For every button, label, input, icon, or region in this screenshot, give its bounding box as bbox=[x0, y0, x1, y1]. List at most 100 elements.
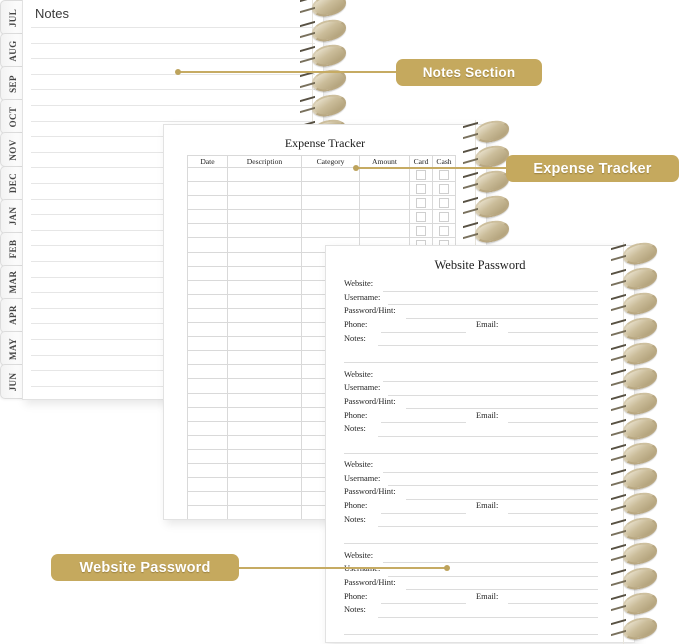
field-write-line[interactable] bbox=[406, 498, 598, 500]
field-write-line[interactable] bbox=[388, 304, 598, 306]
field-write-line-email[interactable] bbox=[508, 422, 598, 424]
password-field-row[interactable]: Phone: Email: bbox=[326, 411, 634, 425]
password-field-row[interactable]: Website: bbox=[326, 370, 634, 384]
cell-card[interactable] bbox=[409, 209, 433, 225]
field-write-line-email[interactable] bbox=[508, 603, 598, 605]
field-write-line[interactable] bbox=[406, 589, 598, 591]
cell-card[interactable] bbox=[409, 195, 433, 211]
cell-description[interactable] bbox=[227, 279, 302, 295]
table-row[interactable] bbox=[187, 209, 456, 225]
monthly-index-tabs[interactable]: JUL AUG SEP OCT NOV DEC JAN FEB MAR APR MAY JUN bbox=[0, 0, 25, 400]
password-field-row[interactable]: Website: bbox=[326, 279, 634, 293]
cell-category[interactable] bbox=[301, 166, 360, 183]
cell-description[interactable] bbox=[227, 462, 302, 479]
cell-date[interactable] bbox=[187, 251, 228, 267]
cell-description[interactable] bbox=[227, 477, 302, 493]
cell-date[interactable] bbox=[187, 505, 228, 519]
field-write-line[interactable] bbox=[383, 471, 598, 473]
cell-description[interactable] bbox=[227, 195, 302, 211]
cell-date[interactable] bbox=[187, 462, 228, 479]
checkbox-card[interactable] bbox=[416, 225, 426, 236]
checkbox-cash[interactable] bbox=[439, 197, 449, 208]
cell-description[interactable] bbox=[227, 237, 302, 253]
website-password-page[interactable]: Website Password Website: Username: Passwo… bbox=[325, 245, 635, 643]
cell-description[interactable] bbox=[227, 505, 302, 519]
password-entry-block[interactable]: Website: Username: Password/Hint: Phone: Ema… bbox=[326, 460, 634, 551]
cell-category[interactable] bbox=[301, 181, 360, 197]
checkbox-card[interactable] bbox=[416, 211, 426, 222]
field-write-line[interactable] bbox=[406, 408, 598, 410]
field-write-line-phone[interactable] bbox=[381, 603, 466, 605]
cell-description[interactable] bbox=[227, 209, 302, 225]
field-write-line[interactable] bbox=[388, 485, 598, 487]
cell-description[interactable] bbox=[227, 223, 302, 239]
checkbox-cash[interactable] bbox=[439, 211, 449, 222]
checkbox-cash[interactable] bbox=[439, 169, 449, 180]
password-field-row[interactable]: Notes: bbox=[326, 605, 634, 619]
field-write-line-email[interactable] bbox=[508, 331, 598, 333]
cell-cash[interactable] bbox=[432, 195, 456, 211]
checkbox-card[interactable] bbox=[416, 183, 426, 194]
cell-description[interactable] bbox=[227, 181, 302, 197]
cell-description[interactable] bbox=[227, 434, 302, 450]
cell-description[interactable] bbox=[227, 378, 302, 394]
cell-amount[interactable] bbox=[359, 166, 410, 183]
cell-date[interactable] bbox=[187, 406, 228, 422]
password-field-row[interactable]: Username: bbox=[326, 383, 634, 397]
month-tab-feb[interactable]: FEB bbox=[0, 231, 25, 267]
cell-description[interactable] bbox=[227, 350, 302, 366]
field-write-line[interactable] bbox=[383, 562, 598, 564]
password-entry-block[interactable]: Website: Username: Password/Hint: Phone: Ema… bbox=[326, 370, 634, 461]
cell-date[interactable] bbox=[187, 491, 228, 507]
cell-card[interactable] bbox=[409, 166, 433, 183]
cell-date[interactable] bbox=[187, 364, 228, 380]
table-row[interactable] bbox=[187, 166, 456, 183]
cell-description[interactable] bbox=[227, 491, 302, 507]
table-row[interactable] bbox=[187, 223, 456, 239]
password-field-row[interactable]: Notes: bbox=[326, 515, 634, 529]
password-field-row[interactable]: Notes: bbox=[326, 334, 634, 348]
notes-overflow-line[interactable] bbox=[344, 543, 598, 544]
cell-date[interactable] bbox=[187, 336, 228, 352]
password-field-row[interactable]: Password/Hint: bbox=[326, 578, 634, 592]
month-tab-aug[interactable]: AUG bbox=[0, 33, 25, 69]
checkbox-cash[interactable] bbox=[439, 183, 449, 194]
cell-date[interactable] bbox=[187, 307, 228, 324]
cell-category[interactable] bbox=[301, 223, 360, 239]
cell-date[interactable] bbox=[187, 448, 228, 464]
cell-cash[interactable] bbox=[432, 166, 456, 183]
cell-description[interactable] bbox=[227, 392, 302, 408]
password-field-row[interactable]: Phone: Email: bbox=[326, 501, 634, 515]
table-row[interactable] bbox=[187, 181, 456, 197]
cell-category[interactable] bbox=[301, 195, 360, 211]
cell-amount[interactable] bbox=[359, 195, 410, 211]
field-write-line[interactable] bbox=[383, 290, 598, 292]
cell-description[interactable] bbox=[227, 307, 302, 324]
cell-description[interactable] bbox=[227, 406, 302, 422]
month-tab-jan[interactable]: JAN bbox=[0, 198, 25, 234]
month-tab-apr[interactable]: APR bbox=[0, 297, 25, 333]
cell-date[interactable] bbox=[187, 322, 228, 338]
password-field-row[interactable]: Username: bbox=[326, 293, 634, 307]
cell-date[interactable] bbox=[187, 392, 228, 408]
cell-cash[interactable] bbox=[432, 223, 456, 239]
checkbox-cash[interactable] bbox=[439, 225, 449, 236]
field-write-line[interactable] bbox=[388, 575, 598, 577]
month-tab-may[interactable]: MAY bbox=[0, 331, 25, 366]
cell-cash[interactable] bbox=[432, 181, 456, 197]
cell-date[interactable] bbox=[187, 237, 228, 253]
cell-date[interactable] bbox=[187, 279, 228, 295]
password-field-row[interactable]: Username: bbox=[326, 474, 634, 488]
cell-card[interactable] bbox=[409, 181, 433, 197]
field-write-line[interactable] bbox=[406, 317, 598, 319]
notes-overflow-line[interactable] bbox=[344, 362, 598, 363]
cell-date[interactable] bbox=[187, 195, 228, 211]
notes-overflow-line[interactable] bbox=[344, 633, 598, 635]
field-write-line[interactable] bbox=[378, 435, 598, 437]
notes-overflow-line[interactable] bbox=[344, 452, 598, 454]
month-tab-jul[interactable]: JUL bbox=[0, 0, 25, 35]
month-tab-nov[interactable]: NOV bbox=[0, 132, 25, 168]
cell-date[interactable] bbox=[187, 293, 228, 309]
password-field-row[interactable]: Password/Hint: bbox=[326, 306, 634, 320]
cell-cash[interactable] bbox=[432, 209, 456, 225]
